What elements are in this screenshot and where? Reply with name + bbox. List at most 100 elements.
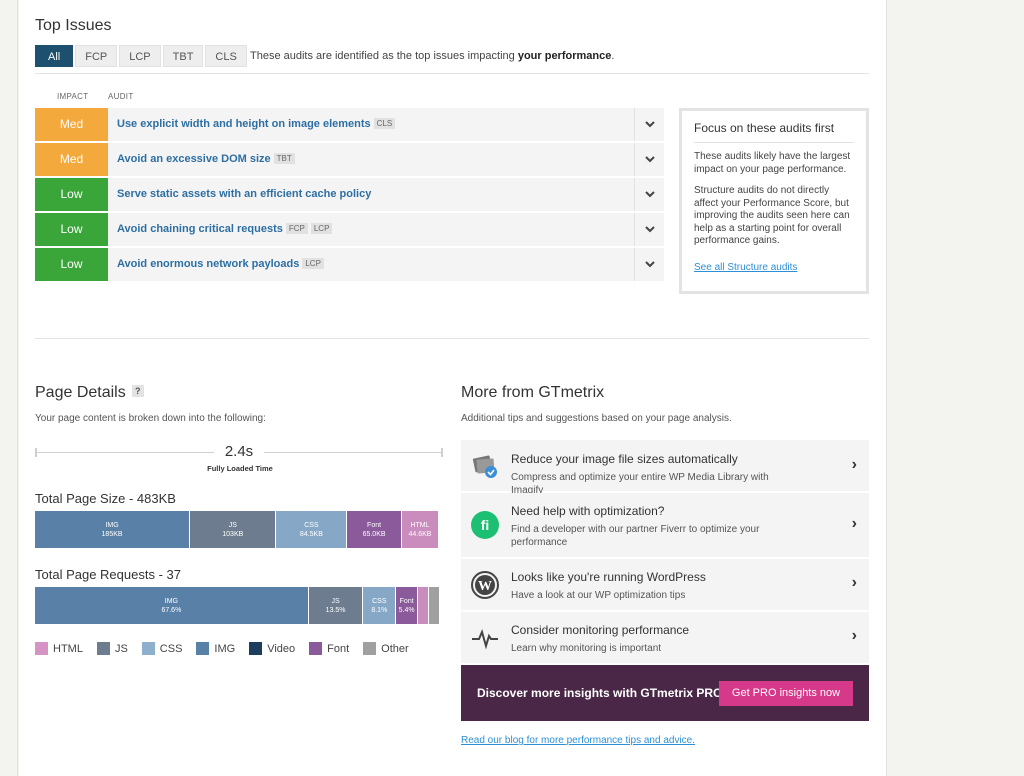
metric-tag: CLS (373, 118, 396, 129)
legend-label: CSS (159, 642, 183, 655)
audit-title-text: Use explicit width and height on image e… (117, 118, 371, 130)
legend-swatch (363, 642, 377, 655)
bar-segment-css: CSS 8.1% (363, 587, 397, 624)
legend-item: Other (363, 642, 409, 655)
audit-title[interactable]: Use explicit width and height on image e… (117, 118, 396, 130)
bar-segment-img: IMG 67.6% (35, 587, 309, 624)
tab-tbt[interactable]: TBT (162, 45, 204, 67)
tip-fiverr[interactable]: fi Need help with optimization? Find a d… (461, 493, 869, 559)
focus-audits-box: Focus on these audits first These audits… (679, 108, 869, 294)
audit-row[interactable]: Low Avoid enormous network payloads LCP (35, 248, 664, 281)
tip-wordpress[interactable]: W Looks like you're running WordPress Ha… (461, 559, 869, 612)
svg-text:W: W (478, 579, 492, 594)
chevron-down-icon (644, 156, 655, 163)
legend-label: Video (267, 642, 296, 655)
impact-badge: Low (35, 213, 108, 246)
expand-toggle[interactable] (634, 108, 664, 141)
impact-badge: Med (35, 143, 108, 176)
more-subtitle: Additional tips and suggestions based on… (461, 413, 732, 424)
tab-all[interactable]: All (35, 45, 74, 67)
metric-tag: LCP (302, 258, 324, 269)
impact-badge: Med (35, 108, 108, 141)
section-divider (35, 338, 869, 339)
metric-tag: TBT (273, 153, 295, 164)
segment-label: IMG (105, 521, 119, 529)
audit-column-header: AUDIT (108, 92, 134, 101)
tip-imagify[interactable]: Reduce your image file sizes automatical… (461, 440, 869, 496)
chevron-right-icon: › (851, 574, 857, 591)
legend-swatch (309, 642, 323, 655)
blog-link[interactable]: Read our blog for more performance tips … (461, 735, 696, 746)
issue-filter-tabs: All FCP LCP TBT CLS (35, 45, 249, 67)
page-requests-bar: IMG 67.6% JS 13.5% CSS 8.1% Font 5.4% (35, 587, 440, 624)
audit-title[interactable]: Serve static assets with an efficient ca… (117, 188, 371, 200)
tab-lcp[interactable]: LCP (119, 45, 161, 67)
total-page-requests-title: Total Page Requests - 37 (35, 567, 181, 582)
timeline-end-cap (441, 448, 443, 457)
tip-title: Need help with optimization? (511, 504, 665, 518)
pulse-icon (472, 629, 498, 650)
focus-text-1: These audits likely have the largest imp… (694, 151, 851, 175)
segment-value: 8.1% (371, 606, 388, 614)
segment-label: IMG (164, 597, 178, 605)
tip-monitoring[interactable]: Consider monitoring performance Learn wh… (461, 612, 869, 665)
expand-toggle[interactable] (634, 178, 664, 211)
tip-subtitle: Learn why monitoring is important (511, 643, 662, 654)
chevron-down-icon (644, 121, 655, 128)
bar-segment-font: Font 5.4% (396, 587, 419, 624)
page-size-bar: IMG 185KB JS 103KB CSS 84.5KB Font 65.0KB HTML 44… (35, 511, 440, 548)
audit-title-text: Avoid an excessive DOM size (117, 153, 271, 165)
top-issues-title: Top Issues (35, 17, 112, 34)
bar-segment-css: CSS 84.5KB (276, 511, 348, 548)
pro-promo-banner: Discover more insights with GTmetrix PRO… (461, 665, 869, 721)
bar-segment-other (418, 587, 430, 624)
segment-label: Font (399, 597, 414, 605)
bar-segment-js: JS 103KB (190, 511, 277, 548)
page-background-left (0, 0, 18, 776)
content-type-legend: HTML JS CSS IMG Video Font Other (35, 642, 423, 655)
expand-toggle[interactable] (634, 143, 664, 176)
impact-column-header: IMPACT (57, 92, 89, 101)
legend-item: JS (96, 642, 128, 655)
expand-toggle[interactable] (634, 213, 664, 246)
page-background-right (886, 0, 1024, 776)
audit-title[interactable]: Avoid enormous network payloads LCP (117, 258, 324, 270)
audit-title[interactable]: Avoid chaining critical requests FCP LCP (117, 223, 333, 235)
imagify-icon (472, 455, 497, 478)
fiverr-icon: fi (471, 511, 499, 539)
expand-toggle[interactable] (634, 248, 664, 281)
legend-label: IMG (214, 642, 236, 655)
focus-title: Focus on these audits first (694, 121, 854, 143)
tip-subtitle: Have a look at our WP optimization tips (511, 590, 686, 601)
svg-text:fi: fi (481, 517, 490, 533)
tab-cls[interactable]: CLS (205, 45, 247, 67)
segment-value: 44.6KB (408, 530, 432, 538)
bar-segment-js: JS 13.5% (308, 587, 364, 624)
see-all-structure-audits-link[interactable]: See all Structure audits (694, 261, 798, 273)
chevron-down-icon (644, 261, 655, 268)
segment-value: 84.5KB (299, 530, 323, 538)
chevron-right-icon: › (851, 456, 857, 473)
audit-title-text: Serve static assets with an efficient ca… (117, 188, 372, 200)
audit-row[interactable]: Low Serve static assets with an efficient… (35, 178, 664, 211)
tip-subtitle: Find a developer with our partner Fiverr… (511, 524, 760, 548)
audit-title[interactable]: Avoid an excessive DOM size TBT (117, 153, 295, 165)
help-icon[interactable]: ? (131, 385, 144, 397)
total-page-size-title: Total Page Size - 483KB (35, 491, 176, 506)
legend-swatch (249, 642, 263, 655)
segment-value: 5.4% (398, 606, 415, 614)
more-title: More from GTmetrix (461, 384, 605, 401)
audit-row[interactable]: Low Avoid chaining critical requests FCP LC… (35, 213, 664, 246)
audit-row[interactable]: Med Avoid an excessive DOM size TBT (35, 143, 664, 176)
divider (35, 73, 869, 74)
get-pro-insights-button[interactable]: Get PRO insights now (719, 681, 853, 706)
segment-value: 67.6% (161, 606, 182, 614)
legend-swatch (196, 642, 210, 655)
legend-swatch (141, 642, 155, 655)
metric-tag: FCP (285, 223, 308, 234)
tab-fcp[interactable]: FCP (75, 45, 118, 67)
legend-label: Font (327, 642, 350, 655)
legend-label: Other (381, 642, 409, 655)
audit-row[interactable]: Med Use explicit width and height on imag… (35, 108, 664, 141)
bar-segment-other (429, 587, 440, 624)
